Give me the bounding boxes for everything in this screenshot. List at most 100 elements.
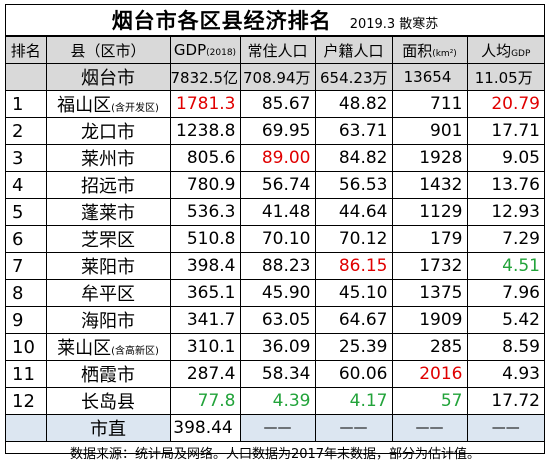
table-row: 4 招远市 780.9 56.74 56.53 1432 13.76 [6,171,544,199]
row-per-capita: 13.76 [466,171,544,199]
ranking-sheet: 烟台市各区县经济排名 2019.3 散寒苏 排名 县（区市） GDP(2018)… [5,4,545,462]
header-area-label: 面积 [402,41,433,60]
row-county: 芝罘区 [45,225,171,253]
table-row: 1 福山区(含开发区) 1781.3 85.67 48.82 711 20.79 [6,90,544,118]
row-resident: 36.09 [239,333,316,361]
row-resident: 56.74 [239,171,316,199]
row-county: 招远市 [45,171,171,199]
county-name: 蓬莱市 [81,203,135,224]
county-name: 长岛县 [81,392,135,413]
county-name: 招远市 [81,176,135,197]
row-area: 901 [391,117,468,145]
row-gdp: 1781.3 [169,90,241,118]
row-rank: 10 [6,333,47,361]
row-county: 龙口市 [45,117,171,145]
row-resident: 4.39 [239,387,316,415]
header-per-capita: 人均GDP [466,36,544,64]
shizhi-county: 市直 [45,414,171,441]
row-registered: 70.12 [314,225,393,253]
row-gdp: 1238.8 [169,117,241,145]
header-registered: 户籍人口 [314,36,393,64]
row-county: 莱阳市 [45,252,171,280]
row-gdp: 805.6 [169,144,241,172]
county-name: 莱州市 [81,149,135,170]
row-rank: 8 [6,279,47,307]
row-per-capita: 7.29 [466,225,544,253]
header-area-unit: (km²) [432,48,457,59]
row-area: 1909 [391,306,468,334]
row-per-capita: 8.59 [466,333,544,361]
ranking-table: 排名 县（区市） GDP(2018) 常住人口 户籍人口 面积(km²) 人均G… [6,36,544,441]
total-area: 13654 [391,63,468,91]
county-note: (含高新区) [111,346,159,357]
row-gdp: 398.4 [169,252,241,280]
table-row: 6 芝罘区 510.8 70.10 70.12 179 7.29 [6,225,544,253]
county-name: 福山区 [57,95,112,116]
shizhi-gdp: 398.44 [169,414,241,441]
row-registered: 64.67 [314,306,393,334]
row-gdp: 77.8 [169,387,241,415]
row-resident: 85.67 [239,90,316,118]
shizhi-per-capita: —— [466,414,544,441]
row-gdp: 365.1 [169,279,241,307]
header-rank: 排名 [6,36,47,64]
shizhi-row: 市直 398.44 —— —— —— —— [6,414,544,441]
row-resident: 89.00 [239,144,316,172]
table-row: 11 栖霞市 287.4 58.34 60.06 2016 4.93 [6,360,544,388]
shizhi-registered: —— [314,414,393,441]
row-registered: 45.10 [314,279,393,307]
row-area: 1732 [391,252,468,280]
table-row: 2 龙口市 1238.8 69.95 63.71 901 17.71 [6,117,544,145]
county-note: (含开发区) [111,103,159,114]
row-per-capita: 7.96 [466,279,544,307]
row-per-capita: 17.71 [466,117,544,145]
row-per-capita: 4.51 [466,252,544,280]
county-name: 龙口市 [81,122,135,143]
row-area: 1928 [391,144,468,172]
row-area: 179 [391,225,468,253]
row-rank: 12 [6,387,47,415]
county-name: 牟平区 [81,284,135,305]
row-registered: 56.53 [314,171,393,199]
source-note: 数据来源：统计局及网络。人口数据为2017年末数据，部分为估计值。 [6,441,544,462]
row-rank: 7 [6,252,47,280]
row-registered: 60.06 [314,360,393,388]
header-county: 县（区市） [45,36,171,64]
county-name: 莱山区 [57,338,112,359]
row-county: 栖霞市 [45,360,171,388]
row-county: 海阳市 [45,306,171,334]
row-gdp: 341.7 [169,306,241,334]
header-row: 排名 县（区市） GDP(2018) 常住人口 户籍人口 面积(km²) 人均G… [6,36,544,64]
header-gdp-unit: (2018) [206,48,237,58]
row-gdp: 536.3 [169,198,241,226]
row-gdp: 310.1 [169,333,241,361]
row-county: 莱山区(含高新区) [45,333,171,361]
total-rank [6,63,47,91]
header-gdp-label: GDP [173,41,207,59]
total-county: 烟台市 [45,63,171,91]
row-county: 蓬莱市 [45,198,171,226]
row-gdp: 287.4 [169,360,241,388]
header-per-capita-unit: GDP [511,48,531,59]
county-name: 海阳市 [81,311,135,332]
row-resident: 58.34 [239,360,316,388]
title-row: 烟台市各区县经济排名 2019.3 散寒苏 [6,5,544,36]
shizhi-rank [6,414,47,441]
county-name: 芝罘区 [81,230,135,251]
row-area: 711 [391,90,468,118]
total-per-capita: 11.05万 [466,63,544,91]
county-name: 栖霞市 [81,365,135,386]
row-registered: 44.64 [314,198,393,226]
row-gdp: 510.8 [169,225,241,253]
row-resident: 70.10 [239,225,316,253]
table-row: 7 莱阳市 398.4 88.23 86.15 1732 4.51 [6,252,544,280]
sheet-title: 烟台市各区县经济排名 [111,9,332,33]
header-resident: 常住人口 [239,36,316,64]
header-per-capita-label: 人均 [481,41,512,60]
row-area: 285 [391,333,468,361]
row-county: 福山区(含开发区) [45,90,171,118]
row-area: 1432 [391,171,468,199]
table-row: 3 莱州市 805.6 89.00 84.82 1928 9.05 [6,144,544,172]
table-row: 10 莱山区(含高新区) 310.1 36.09 25.39 285 8.59 [6,333,544,361]
row-gdp: 780.9 [169,171,241,199]
